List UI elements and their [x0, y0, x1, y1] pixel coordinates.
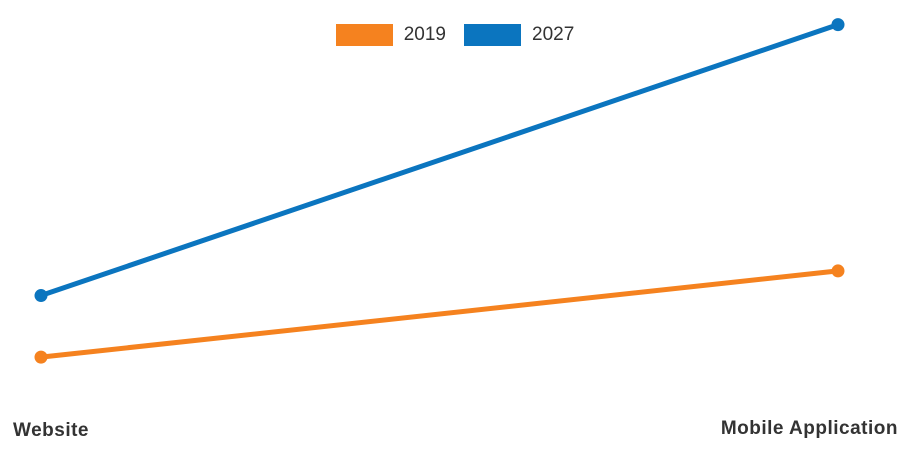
legend: 2019 2027: [0, 24, 910, 46]
data-point-2027-0[interactable]: [34, 289, 48, 303]
legend-swatch-2019: [335, 24, 393, 46]
series-line-2019: [38, 268, 841, 360]
data-point-2019-1[interactable]: [831, 264, 845, 278]
legend-label-2019: 2019: [403, 24, 446, 45]
series-line-2027: [38, 22, 841, 299]
x-tick-label-mobile-application: Mobile Application: [720, 418, 898, 439]
data-point-2027-1[interactable]: [831, 18, 845, 32]
legend-label-2027: 2027: [532, 24, 575, 45]
x-tick-label-website: Website: [13, 420, 90, 441]
legend-swatch-2027: [464, 24, 521, 46]
legend-item-2027[interactable]: 2027: [464, 24, 574, 46]
data-point-2019-0[interactable]: [34, 350, 48, 364]
legend-item-2019[interactable]: 2019: [335, 24, 446, 46]
